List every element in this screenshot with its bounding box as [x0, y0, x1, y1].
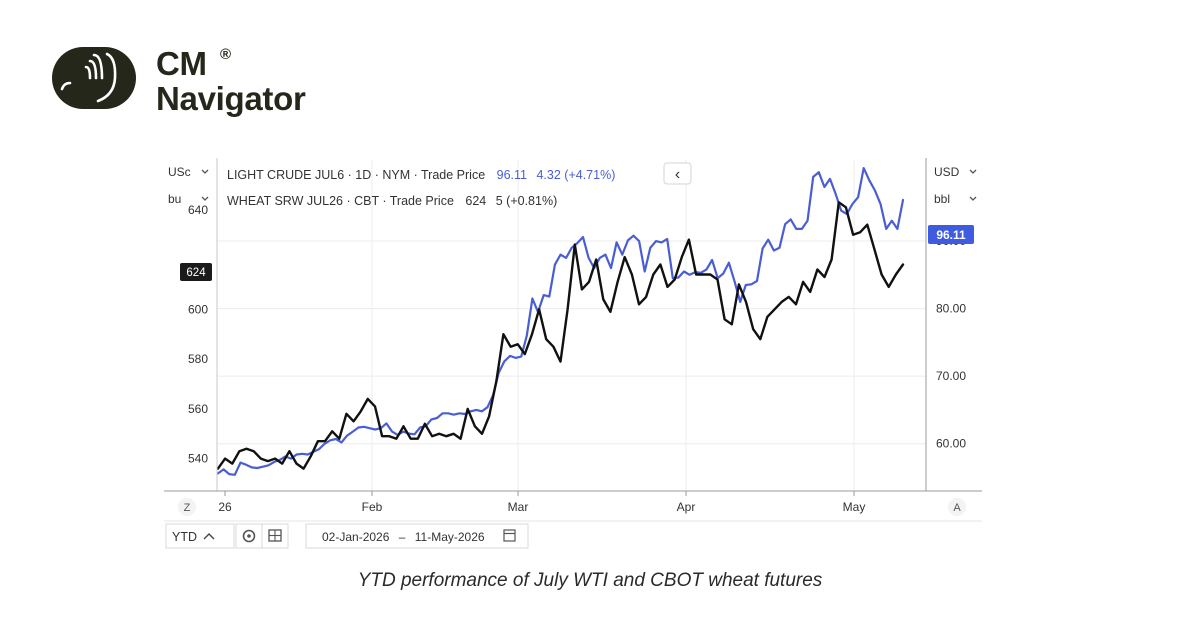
zoom-left-label: Z	[184, 502, 191, 514]
chart-panel	[164, 157, 982, 551]
date-range-text: 02-Jan-2026 – 11-May-2026	[322, 530, 485, 544]
left-unit-selector-top[interactable]: USc	[168, 165, 209, 179]
x-tick-label: Feb	[362, 500, 383, 514]
brand-wordmark: CM ® Navigator	[156, 45, 306, 117]
left-tick-label: 600	[188, 302, 208, 316]
auto-scale-label: A	[953, 502, 961, 514]
left-tick-label: 580	[188, 352, 208, 366]
gear-icon-hub	[247, 534, 251, 538]
right-tick-label: 60.00	[936, 437, 966, 451]
current-wheat-price-label: 624	[186, 267, 206, 279]
chevron-down-icon	[201, 196, 209, 201]
legend-wheat-change: 5 (+0.81%)	[496, 194, 558, 208]
period-selector[interactable]: YTD	[165, 523, 235, 549]
date-range-separator: –	[399, 530, 406, 544]
zoom-left-circle	[178, 498, 196, 516]
wheat-series-line	[216, 201, 905, 470]
current-crude-price-box	[928, 225, 974, 244]
period-label: YTD	[172, 530, 197, 544]
chevron-up-icon	[203, 533, 215, 540]
x-tick-label: Apr	[677, 500, 696, 514]
x-tick-label: 26	[218, 500, 232, 514]
figure-caption: YTD performance of July WTI and CBOT whe…	[357, 570, 823, 591]
legend-crude-name: LIGHT CRUDE JUL6 · 1D · NYM · Trade Pric…	[227, 168, 485, 182]
chevron-left-icon: ‹	[675, 166, 680, 183]
brand-line-2: Navigator	[156, 80, 306, 117]
legend-crude-last: 96.11	[497, 168, 527, 182]
registered-mark: ®	[220, 46, 231, 63]
right-unit-top-label: USD	[934, 165, 960, 179]
left-tick-label: 560	[188, 402, 208, 416]
table-view-button[interactable]	[261, 523, 289, 549]
collapse-legend-button[interactable]: ‹	[663, 162, 692, 185]
date-range-end: 11-May-2026	[415, 530, 485, 544]
legend-wheat-last: 624	[465, 194, 486, 208]
right-tick-label: 70.00	[936, 369, 966, 383]
cm-logo-mark-icon	[52, 47, 136, 109]
right-unit-bottom-label: bbl	[934, 192, 950, 206]
legend-wheat: WHEAT SRW JUL26 · CBT · Trade Price 624 …	[227, 194, 557, 208]
left-tick-label: 640	[188, 203, 208, 217]
date-range-start: 02-Jan-2026	[322, 530, 390, 544]
gear-icon	[242, 529, 256, 543]
chart-grid	[217, 160, 926, 491]
right-unit-selector-top[interactable]: USD	[934, 165, 977, 179]
collapse-legend-frame	[663, 162, 692, 185]
calendar-icon	[503, 529, 516, 542]
current-crude-price-marker: 96.11	[928, 225, 974, 244]
right-tick-label: 80.00	[936, 302, 966, 316]
period-selector-frame	[165, 523, 235, 549]
crude-series-line	[216, 167, 905, 476]
left-tick-label: 540	[188, 452, 208, 466]
x-tick-label: Mar	[508, 500, 529, 514]
current-wheat-price-box	[180, 263, 212, 281]
chevron-down-icon	[201, 169, 209, 174]
date-range-frame	[305, 523, 529, 549]
date-range-picker[interactable]: 02-Jan-2026 – 11-May-2026	[305, 523, 529, 549]
auto-scale-button[interactable]: A	[948, 498, 966, 516]
zoom-left-button[interactable]: Z	[178, 498, 196, 516]
chevron-down-icon	[969, 169, 977, 174]
legend-crude: LIGHT CRUDE JUL6 · 1D · NYM · Trade Pric…	[227, 168, 615, 182]
x-axis-tick-labels: 26 Feb Mar Apr May	[218, 491, 865, 514]
auto-scale-circle	[948, 498, 966, 516]
series-layer	[216, 167, 905, 476]
current-crude-price-label: 96.11	[936, 228, 966, 242]
right-unit-selector-bottom[interactable]: bbl	[934, 192, 977, 206]
brand-logo: CM ® Navigator	[50, 45, 350, 130]
left-axis-tick-labels: 540 560 580 600 640	[188, 203, 208, 466]
current-wheat-price-marker: 624	[180, 263, 212, 281]
left-unit-selector-bottom[interactable]: bu	[168, 192, 209, 206]
left-unit-top-label: USc	[168, 165, 191, 179]
brand-line-1: CM	[156, 45, 207, 82]
settings-button[interactable]	[235, 523, 263, 549]
chevron-down-icon	[969, 196, 977, 201]
left-unit-bottom-label: bu	[168, 192, 181, 206]
legend-wheat-name: WHEAT SRW JUL26 · CBT · Trade Price	[227, 194, 454, 208]
x-tick-label: May	[843, 500, 866, 514]
legend-crude-change: 4.32 (+4.71%)	[536, 168, 615, 182]
